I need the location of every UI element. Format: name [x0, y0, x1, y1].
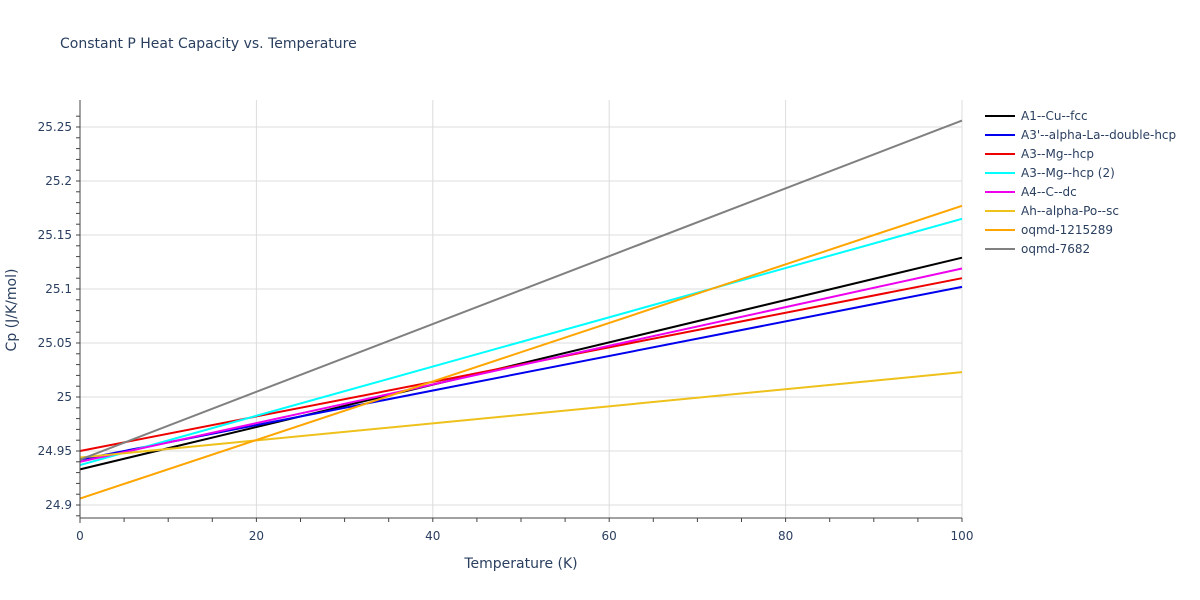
y-tick-label: 25.05	[38, 336, 72, 350]
legend-swatch	[985, 190, 1015, 193]
chart-title: Constant P Heat Capacity vs. Temperature	[60, 36, 357, 52]
y-tick-label: 25.15	[38, 228, 72, 242]
x-tick-label: 0	[76, 529, 84, 543]
legend-item[interactable]: Ah--alpha-Po--sc	[985, 201, 1176, 220]
y-axis-title: Cp (J/K/mol)	[4, 269, 20, 352]
legend-item[interactable]: oqmd-1215289	[985, 220, 1176, 239]
y-tick-label: 24.9	[45, 498, 72, 512]
y-tick-label: 25	[57, 390, 72, 404]
y-tick-label: 24.95	[38, 444, 72, 458]
x-tick-label: 20	[249, 529, 264, 543]
series-line[interactable]	[79, 267, 963, 463]
x-tick-label: 60	[602, 529, 617, 543]
legend-item[interactable]: A3--Mg--hcp (2)	[985, 163, 1176, 182]
series-line[interactable]	[79, 217, 963, 467]
axes: 0 20 40 60 80 100 24.9 24.95 25 25.05 25.1 25.15 25.…	[38, 100, 974, 543]
series-line[interactable]	[79, 285, 963, 461]
x-tick-label: 100	[951, 529, 974, 543]
series-lines	[79, 119, 963, 500]
legend-swatch	[985, 247, 1015, 250]
y-tick-label: 25.1	[45, 282, 72, 296]
y-tick-label: 25.2	[45, 174, 72, 188]
legend-item[interactable]: A4--C--dc	[985, 182, 1176, 201]
x-tick-label: 40	[425, 529, 440, 543]
gridlines	[80, 100, 963, 518]
x-tick-label: 80	[778, 529, 793, 543]
legend-label: A1--Cu--fcc	[1021, 108, 1088, 123]
legend-label: A3'--alpha-La--double-hcp	[1021, 127, 1177, 142]
legend-label: A3--Mg--hcp	[1021, 146, 1094, 161]
series-line[interactable]	[79, 256, 963, 471]
legend: A1--Cu--fcc A3'--alpha-La--double-hcp A3--…	[985, 106, 1176, 258]
legend-swatch	[985, 133, 1015, 136]
legend-label: A3--Mg--hcp (2)	[1021, 165, 1115, 180]
legend-swatch	[985, 114, 1015, 117]
series-line[interactable]	[79, 119, 963, 461]
legend-swatch	[985, 171, 1015, 174]
legend-item[interactable]: oqmd-7682	[985, 239, 1176, 258]
legend-item[interactable]: A1--Cu--fcc	[985, 106, 1176, 125]
legend-label: Ah--alpha-Po--sc	[1021, 203, 1119, 218]
legend-swatch	[985, 228, 1015, 231]
legend-label: A4--C--dc	[1021, 184, 1077, 199]
series-line[interactable]	[79, 371, 963, 459]
legend-label: oqmd-7682	[1021, 241, 1091, 256]
legend-swatch	[985, 152, 1015, 155]
x-axis-title: Temperature (K)	[463, 556, 577, 572]
series-line[interactable]	[79, 204, 963, 500]
y-tick-label: 25.25	[38, 120, 72, 134]
legend-swatch	[985, 209, 1015, 212]
legend-item[interactable]: A3'--alpha-La--double-hcp	[985, 125, 1176, 144]
legend-label: oqmd-1215289	[1021, 222, 1114, 237]
legend-item[interactable]: A3--Mg--hcp	[985, 144, 1176, 163]
